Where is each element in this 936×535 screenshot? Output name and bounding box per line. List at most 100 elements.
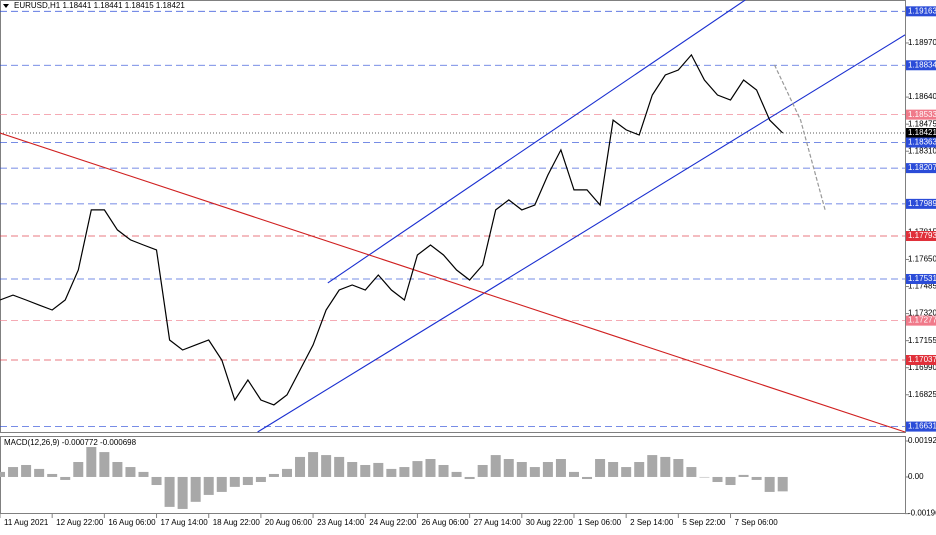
price-level-box	[906, 109, 936, 120]
macd-bar	[60, 476, 71, 480]
x-tick-label: 24 Aug 22:00	[369, 518, 417, 527]
macd-bar	[621, 467, 632, 477]
y-tick-label: 1.17485	[908, 282, 936, 291]
macd-bar	[177, 476, 188, 509]
x-tick-label: 16 Aug 06:00	[108, 518, 156, 527]
price-level-box	[906, 128, 936, 139]
macd-bar	[738, 474, 749, 477]
macd-bar	[21, 464, 32, 477]
price-level-box	[906, 60, 936, 71]
macd-bar	[412, 461, 423, 477]
price-level-label: 1.17531	[908, 274, 936, 283]
price-level-box	[906, 355, 936, 365]
macd-bar	[451, 471, 462, 477]
macd-bar	[347, 462, 358, 477]
chart-title: EURUSD,H1 1.18441 1.18441 1.18415 1.1842…	[14, 1, 185, 10]
macd-bar	[425, 459, 436, 477]
y-tick-label: 1.16990	[908, 363, 936, 372]
price-level-label: 1.18363	[908, 138, 936, 147]
macd-bar	[555, 459, 566, 477]
price-level-label: 1.17037	[908, 355, 936, 364]
macd-bar	[203, 476, 214, 495]
x-tick-label: 5 Sep 22:00	[682, 518, 726, 527]
macd-bar	[529, 467, 540, 477]
price-level-box	[906, 6, 936, 17]
y-tick-label: 1.17650	[908, 255, 936, 264]
x-tick-label: 26 Aug 06:00	[421, 518, 469, 527]
y-tick-label: -0.00196	[908, 509, 936, 518]
price-level-label: 1.18533	[908, 110, 936, 119]
macd-bar	[634, 462, 645, 477]
macd-bar	[712, 476, 723, 483]
macd-bar	[242, 476, 253, 486]
x-tick-label: 11 Aug 2021	[4, 518, 49, 527]
y-tick-label: 0.00	[908, 472, 924, 481]
menu-arrow[interactable]	[3, 4, 9, 8]
price-line	[0, 53, 784, 406]
macd-bar	[86, 447, 97, 477]
price-level-label: 1.17989	[908, 199, 936, 208]
price-level-box	[906, 137, 936, 148]
projection-arrow	[773, 64, 826, 211]
x-tick-label: 7 Sep 06:00	[735, 518, 779, 527]
x-tick-label: 20 Aug 06:00	[265, 518, 313, 527]
macd-bar	[399, 467, 410, 477]
x-tick-label: 18 Aug 22:00	[213, 518, 261, 527]
macd-bar	[34, 468, 45, 477]
macd-bar	[151, 476, 162, 486]
y-tick-label: 1.16825	[908, 390, 936, 399]
price-level-label: 1.17793	[908, 231, 936, 240]
macd-bar	[699, 476, 710, 478]
price-level-label: 1.18207	[908, 163, 936, 172]
macd-bar	[112, 462, 123, 477]
price-level-box	[906, 315, 936, 326]
macd-bar	[321, 455, 332, 477]
y-tick-label: 1.18970	[908, 38, 936, 47]
macd-bar	[138, 471, 149, 477]
macd-bar	[47, 473, 58, 477]
price-level-label: 1.18421	[908, 128, 936, 137]
macd-bar	[125, 467, 136, 477]
macd-bar	[660, 456, 671, 477]
x-tick-label: 30 Aug 22:00	[526, 518, 574, 527]
macd-bar	[281, 468, 292, 477]
price-level-label: 1.16631	[908, 422, 936, 431]
macd-bar	[255, 476, 266, 483]
macd-bar	[164, 476, 175, 507]
macd-bar	[542, 462, 553, 477]
macd-bar	[73, 462, 84, 477]
macd-bar	[725, 476, 736, 486]
trendline	[257, 34, 906, 433]
main-panel-frame	[0, 0, 906, 433]
macd-bar	[0, 471, 5, 477]
macd-bar	[386, 468, 397, 477]
price-level-label: 1.19163	[908, 6, 936, 15]
trendline	[0, 132, 906, 433]
x-tick-label: 27 Aug 14:00	[474, 518, 522, 527]
x-tick-label: 23 Aug 14:00	[317, 518, 365, 527]
macd-bar	[360, 464, 371, 477]
macd-bar	[229, 476, 240, 487]
trendline	[327, 0, 746, 284]
macd-bar	[8, 467, 19, 477]
y-tick-label: 0.001922	[908, 436, 936, 445]
macd-bar	[99, 452, 110, 477]
macd-bar	[373, 462, 384, 477]
macd-bar	[308, 452, 319, 477]
price-level-label: 1.18834	[908, 60, 936, 69]
x-tick-label: 12 Aug 22:00	[56, 518, 104, 527]
macd-bar	[216, 476, 227, 492]
price-level-box	[906, 163, 936, 174]
macd-bar	[334, 456, 345, 477]
x-tick-label: 2 Sep 14:00	[630, 518, 674, 527]
price-level-label: 1.17277	[908, 316, 936, 325]
x-tick-label: 17 Aug 14:00	[161, 518, 209, 527]
macd-bar	[673, 459, 684, 477]
macd-bar	[777, 476, 788, 492]
macd-bar	[477, 464, 488, 477]
macd-bar	[190, 476, 201, 502]
macd-bar	[686, 467, 697, 477]
macd-bar	[295, 456, 306, 477]
macd-bar	[568, 471, 579, 477]
